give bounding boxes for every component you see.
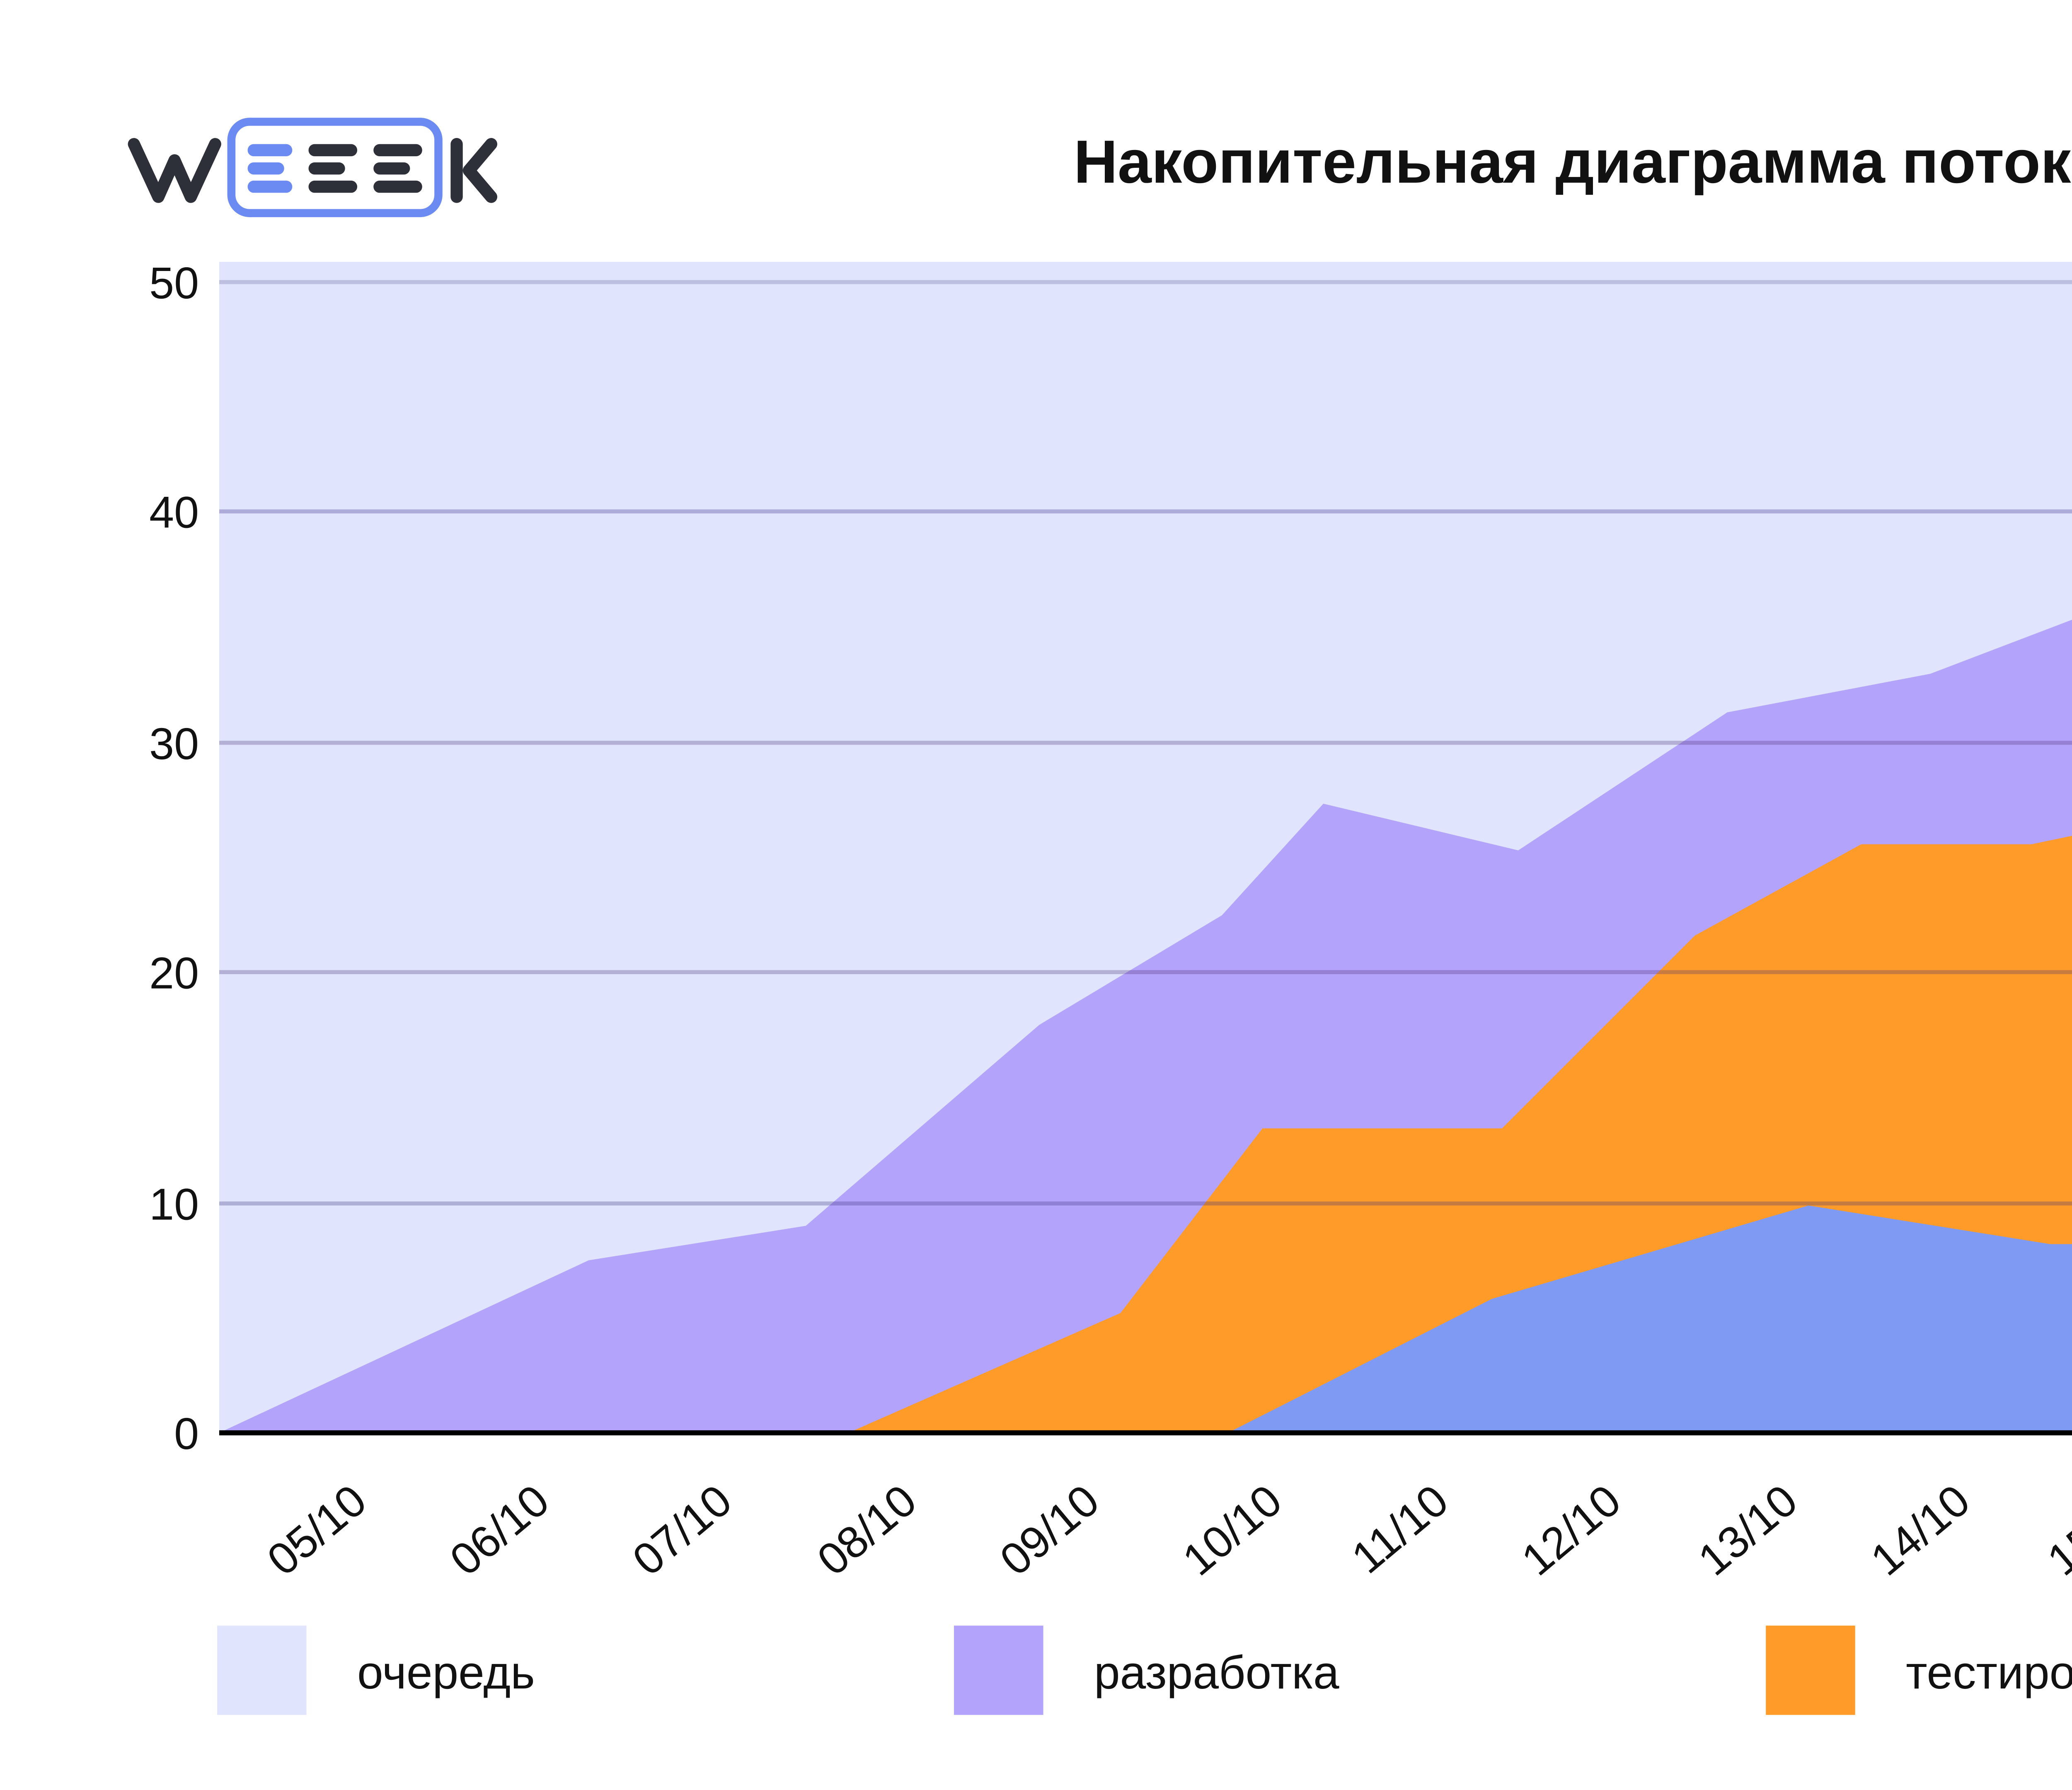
weeek-logo [128,118,497,218]
legend-swatch [954,1626,1043,1715]
svg-text:05/10: 05/10 [258,1475,375,1585]
svg-text:06/10: 06/10 [441,1475,558,1585]
svg-text:09/10: 09/10 [990,1475,1108,1585]
legend-item-razrabotka: разработка [954,1626,1339,1715]
y-axis-ticks: 0 10 20 30 40 50 [149,258,199,1459]
svg-text:10/10: 10/10 [1173,1475,1291,1585]
band-vypolneno [1228,1205,2072,1433]
legend: очередь разработка тестирование выполнен… [217,1626,2072,1715]
svg-text:тестирование: тестирование [1906,1646,2072,1698]
chart-title: Накопительная диаграмма потока [1074,128,2072,196]
svg-text:10: 10 [149,1179,199,1229]
svg-text:14/10: 14/10 [1861,1475,1979,1585]
svg-text:11/10: 11/10 [1342,1475,1457,1583]
svg-text:очередь: очередь [357,1646,535,1698]
svg-text:20: 20 [149,948,199,998]
x-axis-ticks: 05/10 06/10 07/10 08/10 09/10 10/10 11/1… [258,1475,2072,1585]
legend-swatch [1766,1626,1855,1715]
svg-text:15/10: 15/10 [2038,1475,2072,1585]
svg-text:08/10: 08/10 [808,1475,925,1585]
svg-text:07/10: 07/10 [623,1475,741,1585]
gridlines [219,280,2072,1206]
svg-text:40: 40 [149,487,199,537]
svg-text:разработка: разработка [1094,1646,1339,1698]
svg-text:13/10: 13/10 [1689,1475,1806,1585]
svg-text:0: 0 [174,1408,199,1459]
svg-text:30: 30 [149,718,199,769]
legend-swatch [217,1626,307,1715]
svg-text:12/10: 12/10 [1512,1475,1630,1585]
legend-item-testirovanie: тестирование [1766,1626,2072,1715]
legend-item-ochered: очередь [217,1626,535,1715]
svg-text:50: 50 [149,258,199,308]
